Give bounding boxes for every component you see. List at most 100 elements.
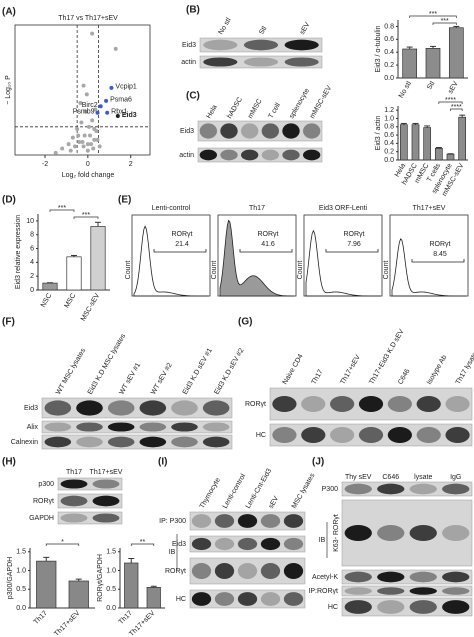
row-label: Alix bbox=[27, 424, 39, 431]
lane-label: WT sEV #2 bbox=[150, 362, 174, 396]
row-label: HC bbox=[176, 596, 186, 603]
significance-bracket bbox=[73, 216, 99, 219]
row-label: RORγt bbox=[33, 498, 54, 505]
lane-label: Stl bbox=[258, 25, 268, 36]
y-tick-label: 1.5 bbox=[106, 549, 116, 556]
blot-band bbox=[358, 427, 384, 443]
blot-band bbox=[301, 396, 326, 412]
blot-band bbox=[344, 571, 372, 583]
point bbox=[90, 118, 95, 123]
point bbox=[92, 137, 97, 142]
blot-band bbox=[416, 396, 441, 412]
blot-band bbox=[203, 39, 238, 51]
blot-band bbox=[240, 149, 259, 161]
gate bbox=[153, 249, 207, 253]
point bbox=[113, 46, 118, 51]
x-tick-label: 2 bbox=[129, 161, 133, 168]
point bbox=[84, 92, 89, 97]
bar bbox=[448, 27, 464, 79]
bar bbox=[42, 282, 58, 291]
flow-axis-label: Count bbox=[211, 261, 218, 280]
bar bbox=[458, 116, 467, 161]
lane-label: Eid3 K.D sEV #1 bbox=[182, 347, 214, 396]
y-axis-label: p300/GAPDH bbox=[7, 557, 14, 599]
y-tick-label: 0 bbox=[30, 287, 34, 294]
lane-label: Th17+sEV bbox=[339, 354, 362, 386]
x-tick-label: Th17+sEV bbox=[53, 610, 81, 637]
y-tick-label: 8 bbox=[30, 232, 34, 239]
blot-band bbox=[377, 483, 405, 495]
point bbox=[77, 140, 82, 144]
lane-label: Naive CD4 bbox=[282, 353, 305, 386]
ib-label: IB bbox=[319, 537, 326, 544]
blot-band bbox=[203, 57, 238, 67]
row-label: IP:RORγt bbox=[308, 588, 338, 595]
blot-band bbox=[220, 149, 238, 161]
flow-title: Eid3 ORF-Lenti bbox=[319, 205, 368, 212]
y-axis-label: Eid3 / α-tubulin bbox=[375, 25, 382, 72]
y-axis-label: − Log₁₀ P bbox=[5, 75, 12, 105]
blot-band bbox=[409, 571, 437, 583]
flow-title: Th17 bbox=[249, 205, 265, 212]
gate-percent: 21.4 bbox=[175, 241, 189, 248]
panel-label: (G) bbox=[238, 317, 252, 328]
lane-label: Th17+sEV bbox=[90, 469, 123, 476]
histogram bbox=[133, 225, 209, 297]
significance-label: * bbox=[61, 539, 64, 546]
point bbox=[90, 31, 95, 36]
point-label: Vcpip1 bbox=[115, 84, 137, 91]
blot-band bbox=[107, 422, 135, 432]
bar bbox=[36, 560, 57, 609]
point-label: Psmb9 bbox=[73, 109, 95, 116]
blot-band bbox=[442, 587, 470, 595]
blot-band bbox=[191, 537, 212, 551]
blot-band bbox=[330, 427, 355, 443]
blot-band bbox=[214, 563, 235, 579]
lane-label: Eid3 K.D sEV #2 bbox=[213, 347, 245, 396]
blot-band bbox=[260, 514, 281, 528]
blot-band bbox=[237, 592, 258, 606]
x-tick-label: Stl bbox=[426, 80, 436, 91]
lane-label: WT sEV #1 bbox=[118, 362, 142, 396]
significance-label: **** bbox=[445, 97, 456, 104]
blot-band bbox=[377, 600, 405, 614]
flow-frame bbox=[303, 214, 383, 297]
flow-axis-label: Count bbox=[383, 261, 390, 280]
y-tick-label: 1.0 bbox=[106, 567, 116, 574]
blot-band bbox=[237, 537, 258, 551]
bar bbox=[402, 48, 418, 79]
point bbox=[66, 142, 71, 147]
significance-label: *** bbox=[58, 205, 66, 212]
flow-frame bbox=[389, 214, 469, 297]
lane-label: lysate bbox=[414, 474, 432, 481]
blot-band bbox=[199, 123, 218, 139]
blot-band bbox=[202, 400, 230, 416]
blot-band bbox=[283, 563, 304, 579]
blot-band bbox=[442, 525, 470, 541]
lane-label: C646 bbox=[397, 368, 411, 386]
blot-band bbox=[445, 396, 470, 412]
blot-band bbox=[283, 514, 304, 528]
blot-band bbox=[377, 525, 405, 541]
blot-band bbox=[377, 571, 405, 583]
significance-bracket bbox=[45, 543, 80, 546]
blot-band bbox=[240, 123, 259, 139]
blot-band bbox=[282, 123, 300, 139]
y-tick-label: 1.2 bbox=[384, 107, 394, 114]
y-tick-label: 6 bbox=[30, 245, 34, 252]
blot-band bbox=[445, 427, 470, 443]
y-axis-label: Eid3 relative expression bbox=[15, 215, 22, 289]
blot-strip bbox=[341, 585, 473, 597]
point bbox=[81, 144, 86, 149]
blot-band bbox=[60, 495, 88, 507]
blot-band bbox=[243, 57, 279, 67]
panel-label: (F) bbox=[2, 317, 15, 328]
gate-label: RORγt bbox=[172, 231, 193, 238]
blot-strip bbox=[341, 569, 473, 585]
point bbox=[83, 109, 88, 114]
panel-label: (H) bbox=[2, 457, 16, 468]
y-tick-label: 10 bbox=[26, 218, 34, 225]
y-tick-label: 1.0 bbox=[16, 567, 26, 574]
blot-band bbox=[344, 483, 372, 495]
lane-label: IgG bbox=[450, 474, 461, 481]
